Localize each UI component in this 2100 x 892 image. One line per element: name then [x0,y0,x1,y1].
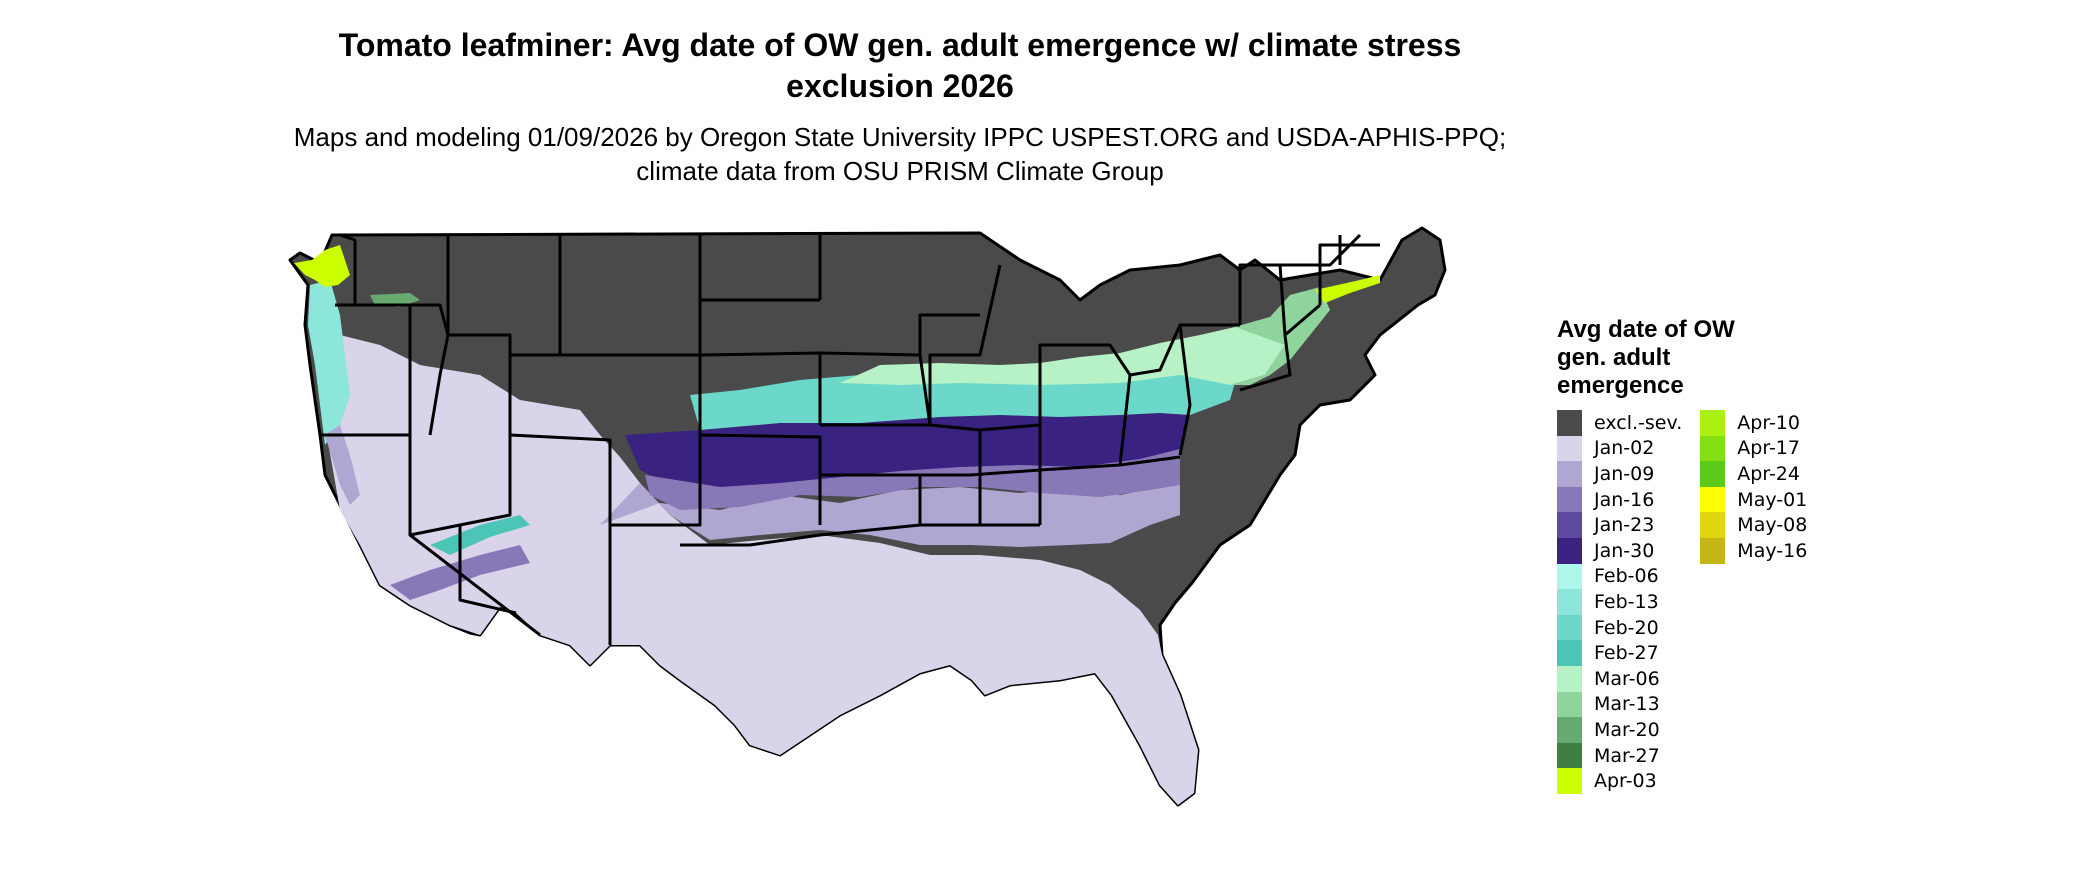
legend-item: Mar-27 [1557,742,1682,769]
legend-swatch [1557,461,1582,487]
zone-jan-30 [625,413,1190,493]
legend-label: Feb-27 [1594,642,1659,665]
legend-column-1: excl.-sev. Jan-02 Jan-09 Jan-16 Jan-23 Jan-30… [1557,410,1682,794]
legend-item: Jan-09 [1557,461,1682,487]
legend-label: Mar-27 [1594,744,1660,767]
legend-swatch [1700,537,1726,564]
legend-label: Apr-17 [1737,437,1800,460]
legend-item: Mar-13 [1557,691,1682,718]
legend-label: Jan-30 [1594,539,1655,562]
zone-sw-teal [430,515,530,555]
legend-swatch [1700,410,1726,436]
legend-title: Avg date of OW gen. adult emergence [1557,316,1735,399]
legend-swatch [1557,512,1582,538]
legend: Avg date of OW gen. adult emergence excl… [1557,316,1897,794]
legend-item: Mar-20 [1557,717,1682,743]
legend-item: Jan-16 [1557,486,1682,513]
legend-swatch [1557,410,1582,436]
zone-central-valley [325,425,360,505]
legend-swatch [1557,640,1582,666]
zone-jan-16 [645,449,1180,510]
legend-label: excl.-sev. [1594,411,1683,434]
legend-label: Feb-13 [1594,590,1659,613]
legend-swatch [1700,435,1726,462]
legend-label: Apr-24 [1737,462,1800,485]
legend-item: Mar-06 [1557,665,1682,692]
legend-label: Jan-02 [1594,437,1655,460]
legend-label: May-08 [1737,514,1808,537]
zone-jan-09 [600,483,1180,547]
legend-label: Feb-06 [1594,565,1659,588]
legend-label: May-01 [1737,488,1808,511]
legend-item: Feb-06 [1557,563,1682,590]
legend-item: Feb-20 [1557,614,1682,641]
legend-item: excl.-sev. [1557,410,1682,436]
us-map-svg [288,226,1447,807]
legend-columns: excl.-sev. Jan-02 Jan-09 Jan-16 Jan-23 Jan-30… [1557,410,1897,794]
legend-label: Mar-06 [1594,667,1660,690]
legend-label: Jan-23 [1594,514,1655,537]
state-boundaries [320,233,1380,645]
legend-swatch [1557,742,1582,769]
legend-label: Mar-13 [1594,693,1660,716]
legend-item: May-16 [1700,537,1808,564]
legend-item: Apr-24 [1700,461,1807,487]
legend-swatch [1557,768,1582,794]
legend-swatch [1557,665,1582,692]
legend-item: Jan-23 [1557,512,1682,538]
legend-item: Apr-17 [1700,435,1807,462]
zone-jan-02 [325,335,1198,805]
legend-label: Jan-16 [1594,488,1655,511]
legend-item: Apr-03 [1557,768,1682,794]
legend-item: Jan-02 [1557,435,1682,462]
map-subtitle: Maps and modeling 01/09/2026 by Oregon S… [293,122,1507,186]
legend-label: Feb-20 [1594,616,1659,639]
legend-item: Feb-27 [1557,640,1682,666]
legend-label: Mar-20 [1594,718,1660,741]
legend-item: Jan-30 [1557,537,1682,564]
legend-swatch [1557,563,1582,590]
legend-swatch [1557,614,1582,641]
legend-item: Apr-10 [1700,410,1807,436]
zone-mar-06 [840,317,1285,385]
zone-mid-atlantic [1230,287,1330,385]
zone-northeast-coast [1315,275,1380,303]
legend-item: May-01 [1700,486,1808,513]
title-block: Tomato leafminer: Avg date of OW gen. ad… [290,25,1510,188]
legend-item: Feb-13 [1557,589,1682,615]
legend-label: Jan-09 [1594,462,1655,485]
legend-swatch [1557,691,1582,718]
legend-label: May-16 [1737,539,1808,562]
us-map [280,225,1480,885]
legend-swatch [1557,486,1582,513]
legend-item: May-08 [1700,512,1807,538]
legend-label: Apr-03 [1594,770,1657,793]
legend-label: Apr-10 [1737,411,1800,434]
zone-pacific-green [294,245,350,287]
legend-column-2: Apr-10 Apr-17 Apr-24 May-01 May-08 May-16 [1700,410,1807,794]
legend-swatch [1700,461,1726,487]
legend-swatch [1700,486,1726,513]
zone-pacific-coast [308,280,350,445]
legend-swatch [1557,717,1582,743]
legend-swatch [1700,512,1726,538]
legend-swatch [1557,435,1582,462]
map-title: Tomato leafminer: Avg date of OW gen. ad… [338,27,1462,104]
legend-swatch [1557,589,1582,615]
legend-swatch [1557,537,1582,564]
